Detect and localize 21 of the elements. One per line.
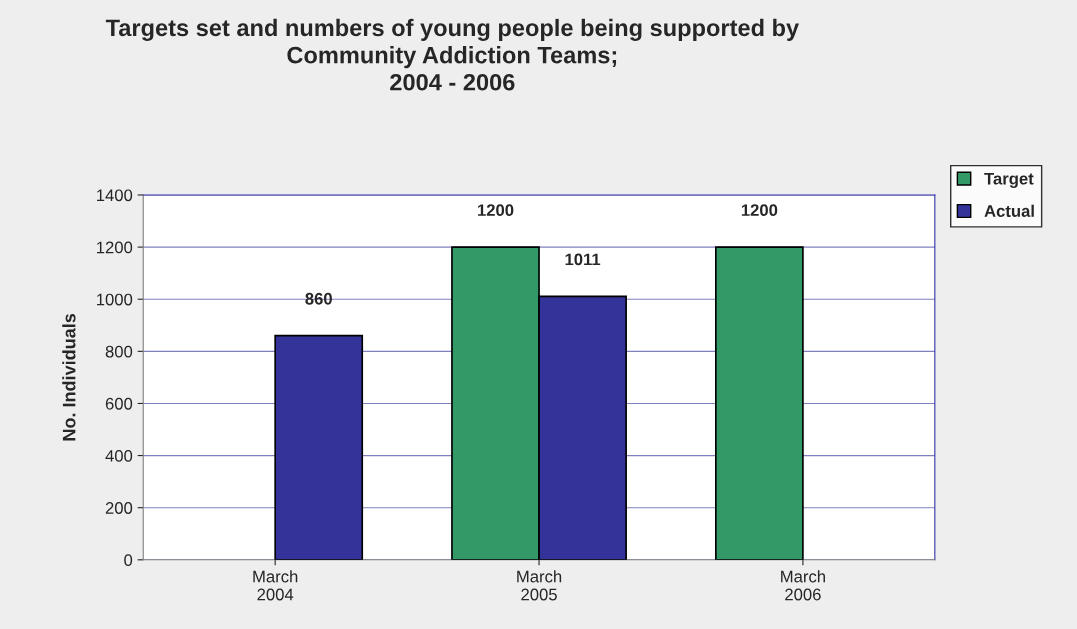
data-label: 1011 (565, 253, 601, 266)
data-label: 1200 (741, 204, 778, 217)
y-tick-label: 0 (124, 554, 133, 567)
y-tick-label: 1200 (97, 241, 133, 254)
y-tick-label: 1000 (97, 293, 133, 306)
chart-title: Targets set and numbers of young people being supported by Community Addiction Teams; 2004 - 2006 (105, 18, 800, 91)
y-tick-label: 800 (105, 345, 133, 358)
bar (274, 334, 364, 560)
y-tick-label: 600 (105, 397, 133, 410)
data-label: 1200 (478, 204, 514, 217)
data-label: 860 (305, 292, 332, 305)
legend-label: Target (984, 172, 1034, 188)
bar (714, 246, 804, 560)
legend-label: Actual (984, 204, 1034, 217)
x-tick-label: March 2005 (517, 570, 562, 601)
y-axis-title: No. Individuals (62, 313, 76, 441)
y-tick-label: 400 (105, 449, 133, 462)
y-tick-label: 1400 (97, 189, 133, 202)
x-tick-label: March 2004 (253, 570, 298, 601)
x-tick-label: March 2006 (781, 570, 825, 601)
y-tick-label: 200 (105, 502, 133, 514)
